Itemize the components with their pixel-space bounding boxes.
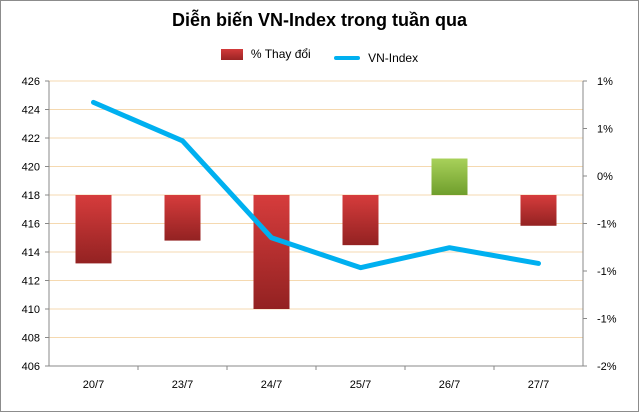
- x-tick-label: 25/7: [350, 379, 371, 391]
- y-left-tick-label: 418: [22, 190, 40, 202]
- y-right-tick-label: -1%: [597, 266, 617, 278]
- y-right-tick-label: 1%: [597, 124, 613, 136]
- legend-swatch-line: [334, 55, 361, 60]
- bar: [164, 195, 201, 241]
- bar: [520, 195, 557, 226]
- legend-label-line: VN-Index: [368, 50, 419, 65]
- y-left-tick-label: 416: [22, 219, 40, 231]
- y-right-tick-label: 1%: [597, 76, 613, 88]
- legend: % Thay đổi VN-Index: [0, 47, 639, 65]
- x-tick-label: 24/7: [261, 379, 282, 391]
- y-left-tick-label: 420: [22, 162, 40, 174]
- y-left-tick-label: 410: [22, 304, 40, 316]
- vn-index-line: [91, 99, 541, 271]
- bar: [342, 195, 379, 246]
- legend-swatch-bar: [220, 48, 243, 60]
- y-right-tick-label: -2%: [597, 361, 617, 373]
- chart-title: Diễn biến VN-Index trong tuần qua: [171, 10, 467, 30]
- y-right-tick-label: -1%: [597, 219, 617, 231]
- y-left-tick-label: 426: [22, 76, 40, 88]
- x-tick-label: 26/7: [439, 379, 460, 391]
- legend-item-line: VN-Index: [334, 51, 418, 65]
- y-left-tick-label: 408: [22, 333, 40, 345]
- y-left-tick-label: 406: [22, 361, 40, 373]
- x-tick-label: 27/7: [528, 379, 549, 391]
- y-left-tick-label: 414: [22, 247, 40, 259]
- legend-item-bar: % Thay đổi: [220, 47, 311, 61]
- bar: [75, 195, 112, 264]
- y-left-tick-label: 412: [22, 276, 40, 288]
- x-tick-label: 23/7: [172, 379, 193, 391]
- legend-label-bar: % Thay đổi: [250, 47, 311, 61]
- bar: [431, 158, 468, 195]
- y-right-tick-label: -1%: [597, 314, 617, 326]
- x-tick-label: 20/7: [83, 379, 104, 391]
- bar: [253, 195, 290, 309]
- y-left-tick-label: 422: [22, 133, 40, 145]
- y-right-tick-label: 0%: [597, 171, 613, 183]
- y-left-tick-label: 424: [22, 105, 40, 117]
